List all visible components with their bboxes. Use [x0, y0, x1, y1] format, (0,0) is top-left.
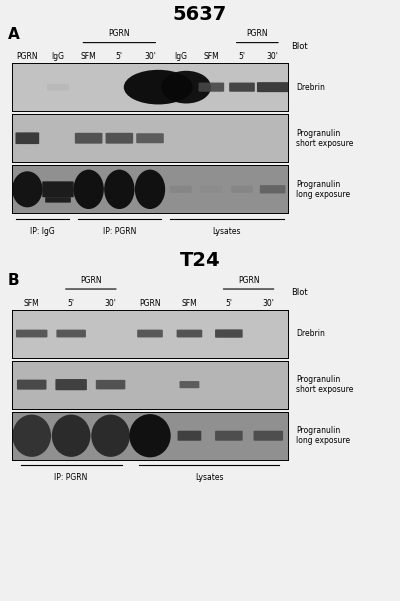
Text: PGRN: PGRN — [246, 29, 268, 38]
FancyBboxPatch shape — [16, 329, 48, 338]
FancyBboxPatch shape — [254, 431, 283, 441]
FancyBboxPatch shape — [215, 329, 243, 338]
Text: IgG: IgG — [174, 52, 187, 61]
FancyBboxPatch shape — [56, 329, 86, 338]
FancyBboxPatch shape — [231, 186, 253, 193]
Text: Blot: Blot — [291, 288, 307, 297]
FancyBboxPatch shape — [137, 329, 163, 338]
Text: Progranulin
long exposure: Progranulin long exposure — [296, 180, 350, 199]
FancyBboxPatch shape — [170, 186, 192, 193]
FancyBboxPatch shape — [106, 133, 133, 144]
Ellipse shape — [74, 169, 104, 209]
Text: Blot: Blot — [291, 42, 307, 51]
Text: IP: PGRN: IP: PGRN — [54, 473, 88, 482]
Text: SFM: SFM — [182, 299, 197, 308]
FancyBboxPatch shape — [45, 197, 71, 203]
Text: A: A — [8, 27, 20, 42]
Text: Lysates: Lysates — [195, 473, 223, 482]
Text: 5637: 5637 — [173, 5, 227, 24]
FancyBboxPatch shape — [178, 431, 201, 441]
Text: T24: T24 — [180, 251, 220, 270]
FancyBboxPatch shape — [79, 85, 99, 90]
Text: 5': 5' — [68, 299, 75, 308]
Text: SFM: SFM — [81, 52, 96, 61]
FancyBboxPatch shape — [200, 186, 222, 193]
FancyBboxPatch shape — [16, 132, 39, 144]
FancyBboxPatch shape — [136, 133, 164, 143]
Text: 30': 30' — [105, 299, 116, 308]
Text: 5': 5' — [238, 52, 246, 61]
Text: Drebrin: Drebrin — [296, 83, 325, 91]
Text: 5': 5' — [116, 52, 123, 61]
FancyBboxPatch shape — [47, 84, 69, 91]
Text: B: B — [8, 273, 20, 288]
Ellipse shape — [129, 414, 171, 457]
FancyBboxPatch shape — [96, 380, 125, 389]
Text: PGRN: PGRN — [80, 276, 102, 285]
Text: SFM: SFM — [204, 52, 219, 61]
Text: Lysates: Lysates — [212, 227, 241, 236]
Text: IgG: IgG — [52, 52, 64, 61]
Text: 30': 30' — [267, 52, 279, 61]
Text: 30': 30' — [144, 52, 156, 61]
FancyBboxPatch shape — [42, 182, 74, 197]
Text: Progranulin
long exposure: Progranulin long exposure — [296, 426, 350, 445]
FancyBboxPatch shape — [17, 380, 46, 389]
Text: IP: IgG: IP: IgG — [30, 227, 55, 236]
Ellipse shape — [91, 415, 130, 457]
Ellipse shape — [124, 70, 193, 105]
Text: IP: PGRN: IP: PGRN — [103, 227, 136, 236]
Text: PGRN: PGRN — [108, 29, 130, 38]
FancyBboxPatch shape — [180, 381, 199, 388]
Text: PGRN: PGRN — [238, 276, 259, 285]
FancyBboxPatch shape — [176, 329, 202, 338]
Text: Progranulin
short exposure: Progranulin short exposure — [296, 129, 353, 148]
Text: 30': 30' — [262, 299, 274, 308]
Text: 5': 5' — [225, 299, 232, 308]
Ellipse shape — [12, 171, 42, 207]
FancyBboxPatch shape — [198, 82, 224, 92]
Text: Progranulin
short exposure: Progranulin short exposure — [296, 375, 353, 394]
FancyBboxPatch shape — [75, 133, 102, 144]
Ellipse shape — [135, 169, 165, 209]
Ellipse shape — [12, 415, 51, 457]
Ellipse shape — [52, 415, 90, 457]
FancyBboxPatch shape — [56, 379, 87, 390]
FancyBboxPatch shape — [229, 82, 255, 92]
FancyBboxPatch shape — [257, 82, 288, 92]
FancyBboxPatch shape — [215, 431, 243, 441]
Text: SFM: SFM — [24, 299, 40, 308]
Text: Drebrin: Drebrin — [296, 329, 325, 338]
FancyBboxPatch shape — [260, 185, 286, 194]
Ellipse shape — [161, 71, 211, 103]
Text: PGRN: PGRN — [139, 299, 161, 308]
Ellipse shape — [104, 169, 134, 209]
Text: PGRN: PGRN — [16, 52, 38, 61]
